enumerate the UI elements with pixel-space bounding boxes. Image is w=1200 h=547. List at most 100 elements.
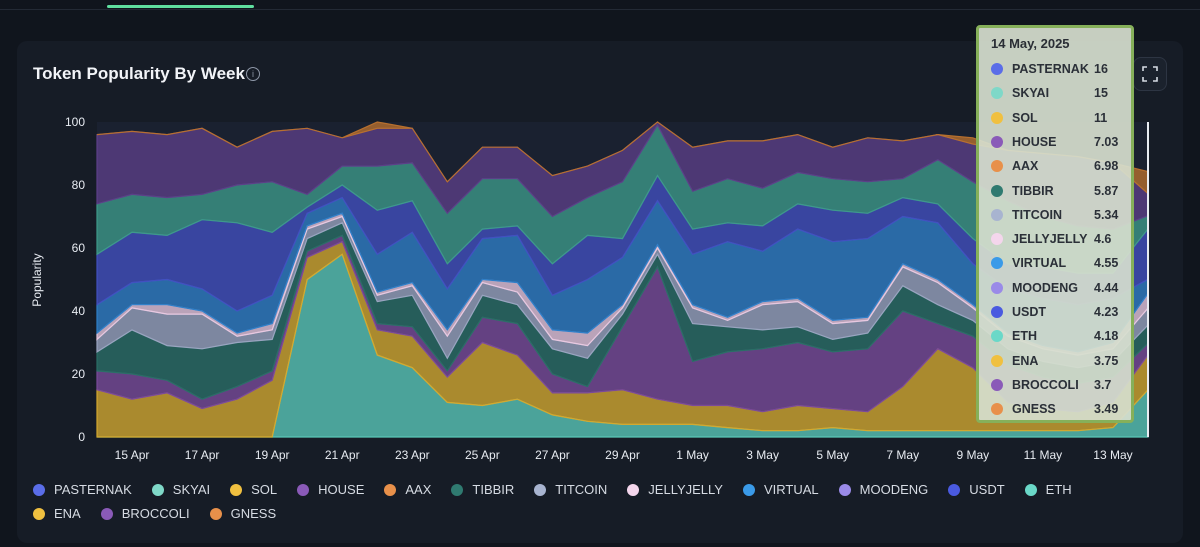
- tooltip-series-name: VIRTUAL: [1012, 256, 1067, 271]
- legend-swatch: [209, 507, 222, 520]
- tooltip-row-tibbir: TIBBIR 5.87: [991, 182, 1118, 200]
- legend-swatch: [33, 483, 45, 496]
- tooltip-swatch: [991, 160, 1003, 173]
- tooltip-row-house: HOUSE 7.03: [991, 133, 1118, 151]
- tooltip-series-name: PASTERNAK: [1012, 62, 1089, 76]
- x-tick-label: 11 May: [1024, 448, 1062, 462]
- legend-item-skyai[interactable]: SKYAI: [151, 482, 210, 497]
- tooltip-swatch: [991, 111, 1003, 124]
- x-tick-label: 5 May: [816, 448, 849, 462]
- tooltip-row-skyai: SKYAI 15: [991, 84, 1108, 102]
- tooltip-swatch: [991, 63, 1003, 75]
- tooltip-series-value: 5.34: [1094, 207, 1119, 222]
- tooltip-row-broccoli: BROCCOLI 3.7: [991, 376, 1111, 394]
- tooltip-row-pasternak: PASTERNAK 16: [991, 60, 1108, 78]
- tooltip-swatch: [991, 378, 1003, 391]
- tooltip-series-value: 5.87: [1094, 183, 1119, 198]
- tooltip-series-value: 3.7: [1094, 377, 1112, 392]
- legend-swatch: [948, 483, 961, 496]
- tooltip-swatch: [991, 233, 1003, 246]
- tooltip-series-value: 4.18: [1094, 329, 1119, 344]
- info-icon[interactable]: i: [246, 67, 260, 81]
- tooltip-series-name: ETH: [1012, 329, 1037, 344]
- legend-item-ena[interactable]: ENA: [33, 506, 81, 521]
- x-tick-label: 17 Apr: [185, 448, 220, 462]
- tooltip-series-value: 4.6: [1094, 232, 1112, 247]
- tooltip-series-name: USDT: [1012, 305, 1047, 319]
- hover-tooltip: 14 May, 2025 PASTERNAK 16 SKYAI 15 SOL 11 HOUS…: [976, 25, 1134, 423]
- x-tick-label: 15 Apr: [115, 448, 150, 462]
- legend-item-titcoin[interactable]: TITCOIN: [534, 482, 607, 497]
- legend-label: USDT: [969, 482, 1005, 497]
- legend-label: TIBBIR: [472, 482, 515, 497]
- legend-item-aax[interactable]: AAX: [384, 482, 431, 497]
- legend-label: ENA: [54, 506, 81, 521]
- x-tick-label: 25 Apr: [465, 448, 500, 462]
- tooltip-series-value: 7.03: [1094, 134, 1119, 149]
- tooltip-swatch: [991, 135, 1003, 148]
- chart-legend: PASTERNAK SKYAI SOL HOUSE AAX TIBBIR TITCOIN JE…: [33, 482, 1113, 521]
- legend-swatch: [742, 483, 755, 496]
- x-tick-label: 23 Apr: [395, 448, 430, 462]
- legend-swatch: [1024, 483, 1037, 496]
- legend-item-gness[interactable]: GNESS: [209, 506, 277, 521]
- tooltip-series-value: 15: [1094, 86, 1108, 101]
- legend-item-usdt[interactable]: USDT: [948, 482, 1005, 497]
- y-tick-label: 80: [72, 178, 86, 192]
- legend-item-jellyjelly[interactable]: JELLYJELLY: [627, 482, 723, 497]
- tooltip-row-ena: ENA 3.75: [991, 352, 1118, 370]
- legend-label: SOL: [251, 482, 278, 497]
- tooltip-series-name: MOODENG: [1012, 280, 1078, 295]
- tooltip-series-value: 4.55: [1094, 256, 1119, 271]
- legend-item-tibbir[interactable]: TIBBIR: [451, 482, 514, 497]
- tooltip-series-name: GNESS: [1012, 402, 1056, 417]
- legend-label: HOUSE: [318, 482, 365, 497]
- legend-label: TITCOIN: [555, 482, 608, 497]
- legend-label: GNESS: [230, 506, 277, 521]
- legend-swatch: [534, 483, 547, 496]
- y-tick-label: 0: [78, 430, 85, 444]
- legend-label: ETH: [1045, 482, 1072, 497]
- tooltip-series-value: 16: [1094, 62, 1108, 76]
- tooltip-series-value: 3.49: [1094, 402, 1119, 417]
- tooltip-row-jellyjelly: JELLYJELLY 4.6: [991, 230, 1111, 248]
- tooltip-series-name: AAX: [1012, 159, 1039, 174]
- legend-swatch: [230, 483, 243, 496]
- legend-swatch: [838, 483, 851, 496]
- legend-swatch: [451, 483, 464, 496]
- tooltip-series-value: 11: [1094, 110, 1108, 125]
- tooltip-row-sol: SOL 11: [991, 109, 1107, 127]
- tooltip-swatch: [991, 281, 1003, 294]
- legend-swatch: [33, 507, 45, 520]
- x-tick-label: 27 Apr: [535, 448, 570, 462]
- tooltip-row-virtual: VIRTUAL 4.55: [991, 254, 1118, 272]
- tooltip-row-titcoin: TITCOIN 5.34: [991, 206, 1118, 224]
- legend-item-broccoli[interactable]: BROCCOLI: [100, 506, 190, 521]
- x-tick-label: 7 May: [886, 448, 919, 462]
- legend-item-virtual[interactable]: VIRTUAL: [742, 482, 819, 497]
- legend-swatch: [100, 507, 113, 520]
- tooltip-row-aax: AAX 6.98: [991, 157, 1118, 175]
- tooltip-series-name: ENA: [1012, 353, 1039, 368]
- tooltip-series-name: TIBBIR: [1012, 183, 1054, 198]
- tooltip-swatch: [991, 306, 1003, 318]
- legend-item-sol[interactable]: SOL: [230, 482, 277, 497]
- active-tab-indicator: [107, 5, 254, 8]
- legend-label: AAX: [405, 482, 432, 497]
- x-tick-label: 3 May: [746, 448, 779, 462]
- legend-item-house[interactable]: HOUSE: [297, 482, 364, 497]
- top-tab-strip: [0, 0, 1200, 10]
- legend-item-moodeng[interactable]: MOODENG: [838, 482, 928, 497]
- legend-item-eth[interactable]: ETH: [1024, 482, 1072, 497]
- tooltip-swatch: [991, 184, 1003, 197]
- legend-item-pasternak[interactable]: PASTERNAK: [33, 482, 132, 497]
- tooltip-series-value: 4.23: [1094, 305, 1119, 319]
- tooltip-swatch: [991, 208, 1003, 221]
- x-tick-label: 21 Apr: [325, 448, 360, 462]
- tooltip-date: 14 May, 2025: [991, 36, 1070, 51]
- tooltip-row-moodeng: MOODENG 4.44: [991, 279, 1118, 297]
- x-tick-label: 1 May: [676, 448, 709, 462]
- x-tick-label: 9 May: [956, 448, 989, 462]
- legend-label: BROCCOLI: [121, 506, 190, 521]
- expand-icon: [1142, 66, 1158, 82]
